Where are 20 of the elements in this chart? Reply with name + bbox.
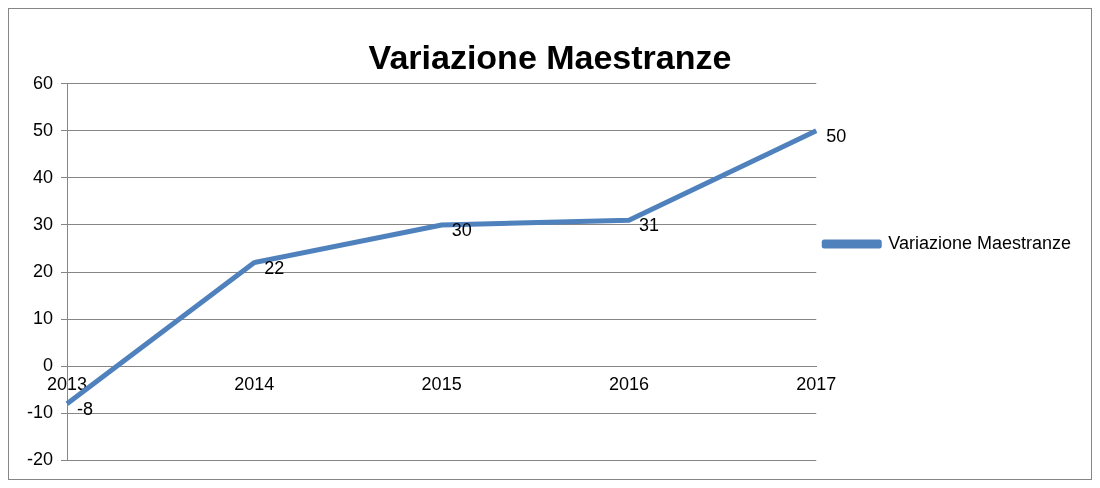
y-tick-label: 30 bbox=[32, 213, 54, 234]
x-tick-label: 2017 bbox=[796, 373, 837, 394]
y-tick-label: 0 bbox=[43, 355, 54, 376]
y-tick-label: 60 bbox=[32, 72, 54, 93]
legend-label: Variazione Maestranze bbox=[888, 232, 1072, 253]
y-tick-label: 10 bbox=[32, 308, 54, 329]
x-tick-label: 2015 bbox=[421, 373, 462, 394]
y-tick-label: -20 bbox=[27, 449, 54, 470]
data-label: 50 bbox=[826, 125, 847, 146]
data-label: 22 bbox=[264, 257, 285, 278]
x-tick-label: 2014 bbox=[234, 373, 275, 394]
x-tick-label: 2016 bbox=[608, 373, 649, 394]
x-tick-label: 2013 bbox=[46, 373, 88, 394]
y-tick-label: 50 bbox=[32, 119, 54, 140]
y-tick-label: 20 bbox=[32, 260, 54, 281]
chart-title: Variazione Maestranze bbox=[368, 37, 732, 76]
data-label: 31 bbox=[638, 215, 659, 236]
y-tick-label: 40 bbox=[32, 166, 54, 187]
data-label: -8 bbox=[77, 398, 94, 419]
y-tick-label: -10 bbox=[27, 402, 54, 423]
